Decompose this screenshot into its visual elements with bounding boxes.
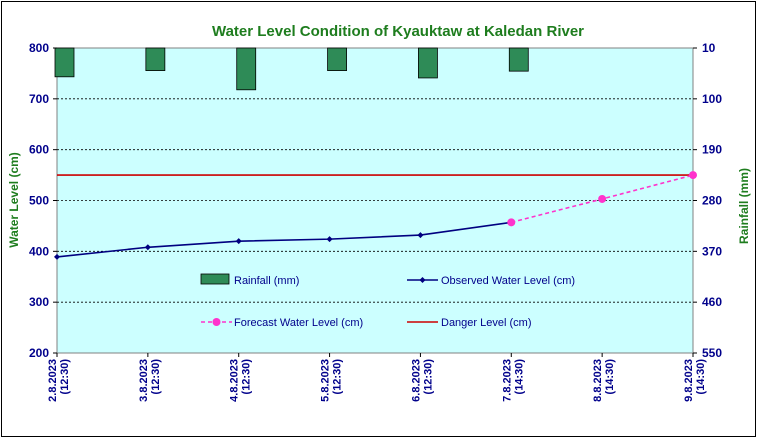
right-tick-label: 10 xyxy=(702,41,716,55)
x-tick-date: 4.8.2023 xyxy=(229,359,241,402)
legend-observed-marker xyxy=(419,277,426,283)
x-tick-label: 2.8.2023 (12:30) xyxy=(47,359,71,402)
x-tick-date: 2.8.2023 xyxy=(47,359,59,402)
x-tick-label: 8.8.2023 (14:30) xyxy=(592,359,616,402)
legend-observed-label: Observed Water Level (cm) xyxy=(441,275,575,287)
x-tick-label: 5.8.2023 (12:30) xyxy=(320,359,344,402)
left-tick-label: 600 xyxy=(29,143,49,157)
gridlines xyxy=(57,98,693,303)
right-tick-label: 370 xyxy=(702,244,722,258)
right-axis-ticks: 10 100 190 280 370 460 550 xyxy=(693,41,722,360)
legend-rainfall-label: Rainfall (mm) xyxy=(234,275,299,287)
left-tick-label: 800 xyxy=(29,41,49,55)
left-axis-ticks: 800 700 600 500 400 300 200 xyxy=(29,41,57,360)
x-tick-time: (12:30) xyxy=(150,359,162,395)
left-tick-label: 700 xyxy=(29,92,49,106)
x-tick-time: (12:30) xyxy=(59,359,71,395)
right-tick-label: 280 xyxy=(702,194,722,208)
right-tick-label: 100 xyxy=(702,92,722,106)
x-tick-date: 9.8.2023 xyxy=(683,359,695,402)
chart-title: Water Level Condition of Kyauktaw at Kal… xyxy=(212,23,584,40)
rainfall-bar xyxy=(236,47,257,91)
left-tick-label: 500 xyxy=(29,194,49,208)
forecast-point xyxy=(598,194,607,203)
left-tick-label: 200 xyxy=(29,346,49,360)
x-tick-label: 9.8.2023 (14:30) xyxy=(683,359,707,402)
x-tick-time: (14:30) xyxy=(604,359,616,395)
forecast-point xyxy=(689,171,697,180)
rainfall-bars xyxy=(54,47,529,91)
right-tick-label: 190 xyxy=(702,143,722,157)
x-axis-ticks: 2.8.2023 (12:30) 3.8.2023 (12:30) 4.8.2023 (1… xyxy=(47,353,707,402)
observed-point xyxy=(417,232,424,239)
observed-point xyxy=(326,236,333,243)
x-tick-label: 6.8.2023 (12:30) xyxy=(410,359,434,402)
x-tick-date: 5.8.2023 xyxy=(320,359,332,402)
x-tick-date: 6.8.2023 xyxy=(410,359,422,402)
rainfall-bar xyxy=(54,47,75,78)
x-tick-date: 8.8.2023 xyxy=(592,359,604,402)
left-tick-label: 300 xyxy=(29,295,49,309)
legend-forecast-marker xyxy=(212,318,221,326)
legend-forecast-label: Forecast Water Level (cm) xyxy=(234,317,363,329)
rainfall-bar xyxy=(418,47,438,79)
x-tick-label: 3.8.2023 (12:30) xyxy=(138,359,162,402)
legend-rainfall-swatch xyxy=(200,273,230,285)
x-tick-time: (12:30) xyxy=(241,359,253,395)
y-axis-label-right: Rainfall (mm) xyxy=(737,168,751,244)
right-tick-label: 460 xyxy=(702,295,722,309)
forecast-water-level-series xyxy=(507,171,697,227)
rainfall-bar xyxy=(145,47,166,71)
x-tick-date: 3.8.2023 xyxy=(138,359,150,402)
left-tick-label: 400 xyxy=(29,244,49,258)
x-tick-time: (14:30) xyxy=(695,359,707,395)
x-tick-time: (12:30) xyxy=(422,359,434,395)
legend-danger-label: Danger Level (cm) xyxy=(441,317,531,329)
x-tick-time: (12:30) xyxy=(332,359,344,395)
x-tick-label: 4.8.2023 (12:30) xyxy=(229,359,253,402)
x-tick-time: (14:30) xyxy=(513,359,525,395)
right-tick-label: 550 xyxy=(702,346,722,360)
x-tick-label: 7.8.2023 (14:30) xyxy=(501,359,525,402)
rainfall-bar xyxy=(327,47,347,71)
observed-point xyxy=(54,253,60,260)
y-axis-label-left: Water Level (cm) xyxy=(7,152,21,248)
observed-point xyxy=(235,238,242,245)
observed-line xyxy=(56,221,512,258)
legend: Rainfall (mm) Observed Water Level (cm) … xyxy=(200,273,575,329)
forecast-point xyxy=(507,218,516,227)
observed-point xyxy=(144,244,151,251)
x-tick-date: 7.8.2023 xyxy=(501,359,513,402)
rainfall-bar xyxy=(508,47,529,72)
